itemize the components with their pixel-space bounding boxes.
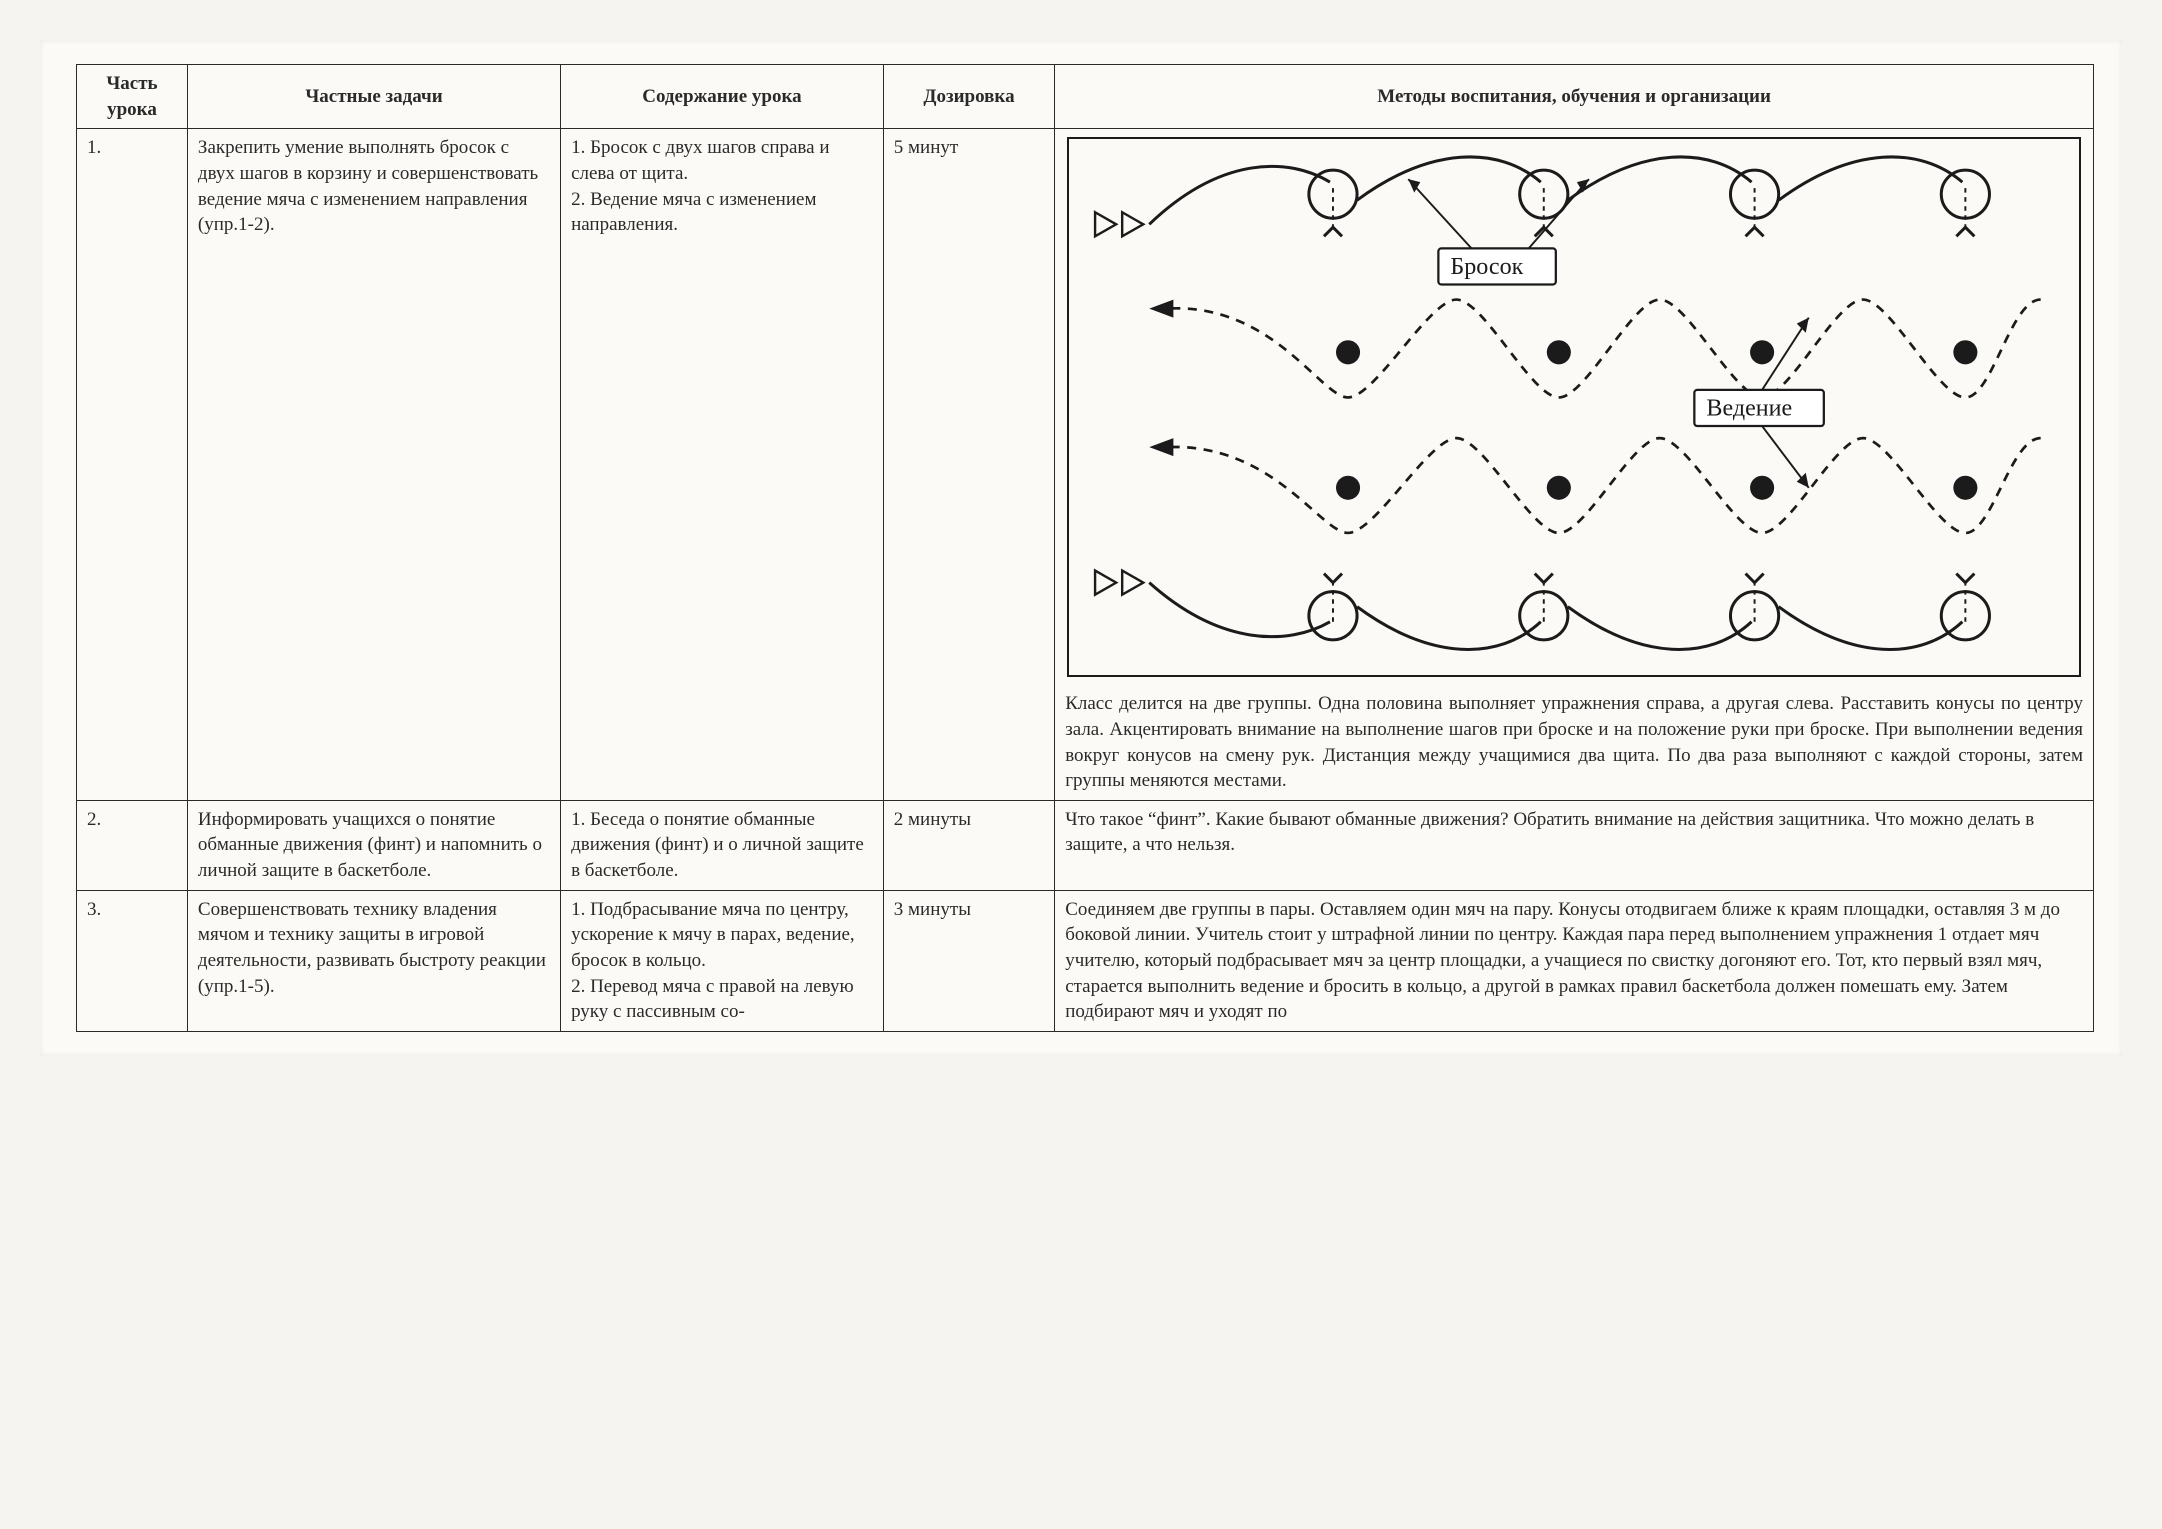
cell-content: 1. Подбрасывание мяча по центру, ус­коре… — [561, 890, 884, 1031]
cell-tasks: Совершенствовать техни­ку владения мячом… — [187, 890, 560, 1031]
cell-methods: Соединяем две группы в пары. Оставляем о… — [1055, 890, 2094, 1031]
cell-num: 3. — [77, 890, 188, 1031]
cell-methods: Что такое “финт”. Какие бывают обманные … — [1055, 800, 2094, 890]
cell-num: 2. — [77, 800, 188, 890]
table-row: 2. Информировать учащих­ся о понятие обм… — [77, 800, 2094, 890]
header-num: Часть урока — [77, 65, 188, 129]
cell-dose: 2 минуты — [883, 800, 1054, 890]
cell-methods: Бросок — [1055, 129, 2094, 801]
label-throw: Бросок — [1451, 254, 1524, 280]
table-header-row: Часть урока Частные задачи Содержание ур… — [77, 65, 2094, 129]
table-row: 3. Совершенствовать техни­ку владения мя… — [77, 890, 2094, 1031]
table-row: 1. Закрепить умение выпол­нять бросок с … — [77, 129, 2094, 801]
header-methods: Методы воспитания, обучения и организаци… — [1055, 65, 2094, 129]
header-tasks: Частные задачи — [187, 65, 560, 129]
cell-num: 1. — [77, 129, 188, 801]
methods-text: Класс делится на две группы. Одна полови… — [1065, 691, 2083, 794]
cell-content: 1. Беседа о понятие обманные движения (ф… — [561, 800, 884, 890]
cell-tasks: Закрепить умение выпол­нять бросок с дву… — [187, 129, 560, 801]
header-dose: Дозировка — [883, 65, 1054, 129]
header-content: Содержание урока — [561, 65, 884, 129]
cell-tasks: Информировать учащих­ся о понятие обманн… — [187, 800, 560, 890]
diagram-svg: Бросок — [1077, 149, 2071, 661]
page-sheet: Часть урока Частные задачи Содержание ур… — [40, 40, 2122, 1056]
label-dribble: Ведение — [1707, 396, 1793, 422]
exercise-diagram: Бросок — [1067, 137, 2081, 677]
lesson-plan-table: Часть урока Частные задачи Содержание ур… — [76, 64, 2094, 1032]
cell-content: 1. Бросок с двух ша­гов справа и слева о… — [561, 129, 884, 801]
cell-dose: 5 минут — [883, 129, 1054, 801]
cell-dose: 3 минуты — [883, 890, 1054, 1031]
